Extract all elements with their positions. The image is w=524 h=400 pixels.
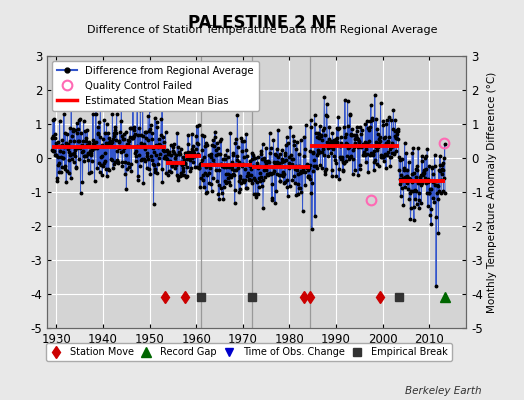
Legend: Station Move, Record Gap, Time of Obs. Change, Empirical Break: Station Move, Record Gap, Time of Obs. C… bbox=[46, 343, 452, 361]
Y-axis label: Monthly Temperature Anomaly Difference (°C): Monthly Temperature Anomaly Difference (… bbox=[487, 71, 497, 313]
Text: Difference of Station Temperature Data from Regional Average: Difference of Station Temperature Data f… bbox=[87, 25, 437, 35]
Text: Berkeley Earth: Berkeley Earth bbox=[406, 386, 482, 396]
Text: PALESTINE 2 NE: PALESTINE 2 NE bbox=[188, 14, 336, 32]
Legend: Difference from Regional Average, Quality Control Failed, Estimated Station Mean: Difference from Regional Average, Qualit… bbox=[52, 61, 259, 111]
